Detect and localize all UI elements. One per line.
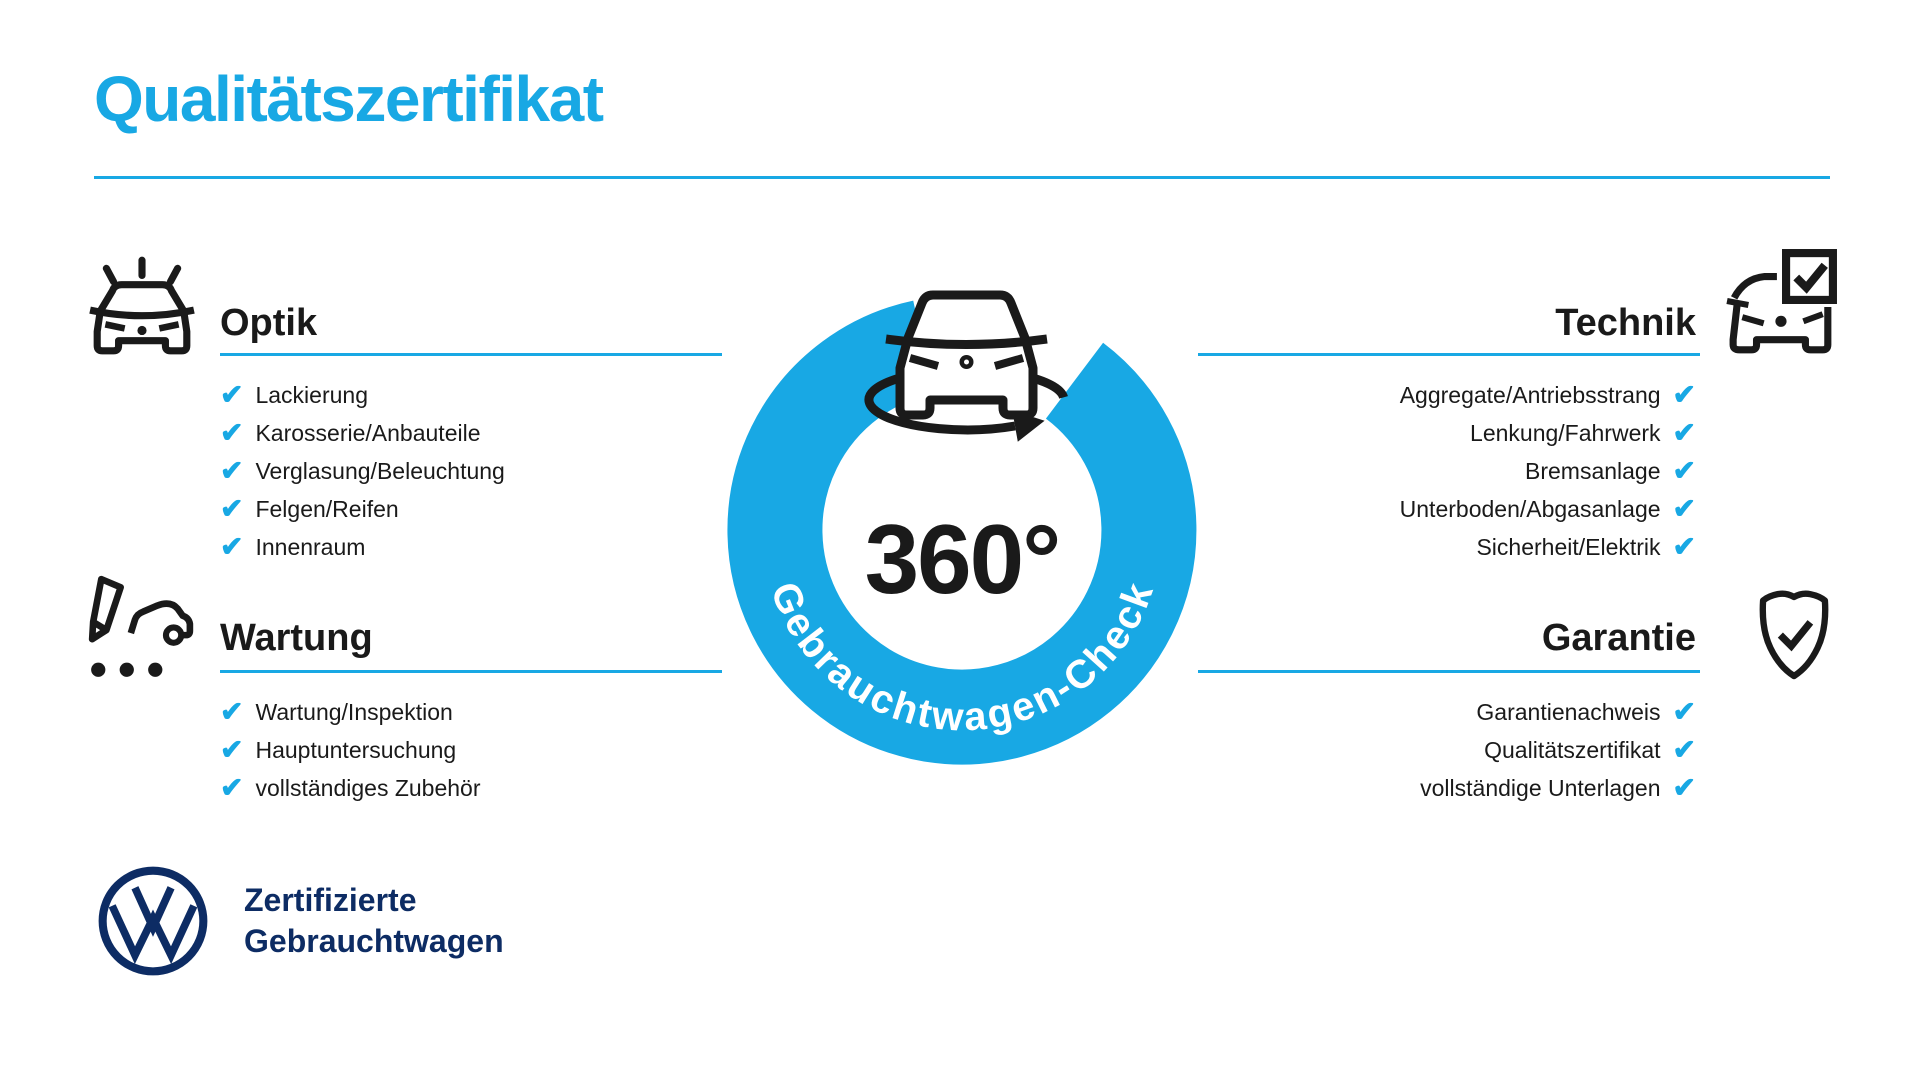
page-title: Qualitätszertifikat [94, 63, 604, 135]
check-item: Garantienachweis ✔ [1420, 695, 1696, 727]
section-rule-optik [220, 353, 722, 356]
check-item: ✔ Verglasung/Beleuchtung [220, 454, 505, 486]
title-divider [94, 176, 1830, 179]
section-rule-wartung [220, 670, 722, 673]
brand-line-1: Zertifizierte [244, 882, 417, 918]
section-heading-optik: Optik [220, 302, 318, 344]
check-icon: ✔ [220, 695, 244, 727]
optik-list: ✔ Lackierung ✔ Karosserie/Anbauteile ✔ V… [220, 378, 505, 573]
check-item: Aggregate/Antriebsstrang ✔ [1399, 378, 1696, 410]
pencil-checklist-car-icon [88, 575, 194, 677]
check-item: ✔ Hauptuntersuchung [220, 733, 481, 765]
section-heading-wartung: Wartung [220, 617, 373, 659]
check-item-label: Wartung/Inspektion [255, 699, 453, 725]
check-item-label: Qualitätszertifikat [1484, 737, 1661, 763]
check-icon: ✔ [220, 454, 244, 486]
check-item: Unterboden/Abgasanlage ✔ [1399, 492, 1696, 524]
check-icon: ✔ [220, 733, 244, 765]
degrees-label: 360° [865, 504, 1060, 614]
check-icon: ✔ [1672, 378, 1696, 410]
wartung-list: ✔ Wartung/Inspektion ✔ Hauptuntersuchung… [220, 695, 481, 814]
check-icon: ✔ [1672, 416, 1696, 448]
check-item-label: Innenraum [255, 534, 366, 560]
check-icon: ✔ [1672, 733, 1696, 765]
check-item: ✔ vollständiges Zubehör [220, 771, 481, 803]
check-icon: ✔ [1672, 695, 1696, 727]
car-checkbox-icon [1726, 249, 1837, 354]
shiny-car-icon [89, 256, 195, 355]
check-item: vollständige Unterlagen ✔ [1420, 771, 1696, 803]
check-item-label: vollständige Unterlagen [1420, 775, 1661, 801]
check-item: ✔ Karosserie/Anbauteile [220, 416, 505, 448]
check-item-label: Verglasung/Beleuchtung [255, 458, 505, 484]
check-item: ✔ Felgen/Reifen [220, 492, 505, 524]
check-item-label: Sicherheit/Elektrik [1476, 534, 1661, 560]
check-item: Lenkung/Fahrwerk ✔ [1400, 416, 1696, 448]
check-item-label: Unterboden/Abgasanlage [1399, 496, 1661, 522]
brand-line-2: Gebrauchtwagen [244, 923, 504, 959]
check-icon: ✔ [220, 530, 244, 562]
section-rule-technik [1198, 353, 1700, 356]
check-item: Bremsanlage ✔ [1400, 454, 1696, 486]
check-item-label: Bremsanlage [1525, 458, 1661, 484]
section-heading-garantie: Garantie [1541, 617, 1696, 659]
vw-logo [98, 866, 208, 976]
garantie-list: Garantienachweis ✔ Qualitätszertifikat ✔… [1420, 695, 1696, 814]
check-item: Sicherheit/Elektrik ✔ [1400, 530, 1696, 562]
rotating-car-icon [885, 290, 1048, 420]
technik-list: Aggregate/Antriebsstrang ✔ Lenkung/Fahrw… [1399, 378, 1696, 573]
check-item: ✔ Lackierung [220, 378, 505, 410]
check-icon: ✔ [1672, 530, 1696, 562]
check-item: ✔ Wartung/Inspektion [220, 695, 481, 727]
check-item-label: Karosserie/Anbauteile [255, 420, 481, 446]
ring-arc [727, 300, 1197, 765]
section-rule-garantie [1198, 670, 1700, 673]
brand-text: Zertifizierte Gebrauchtwagen [244, 880, 504, 962]
check-item-label: vollständiges Zubehör [255, 775, 481, 801]
check-icon: ✔ [1672, 771, 1696, 803]
section-heading-technik: Technik [1555, 302, 1696, 344]
check-item-label: Hauptuntersuchung [255, 737, 457, 763]
check-item-label: Felgen/Reifen [255, 496, 399, 522]
check-icon: ✔ [220, 378, 244, 410]
check-icon: ✔ [220, 771, 244, 803]
check-icon: ✔ [220, 416, 244, 448]
check-item-label: Lenkung/Fahrwerk [1470, 420, 1661, 446]
check-icon: ✔ [1672, 454, 1696, 486]
check-icon: ✔ [220, 492, 244, 524]
check-item: ✔ Innenraum [220, 530, 505, 562]
check-item-label: Aggregate/Antriebsstrang [1399, 382, 1661, 408]
check-item-label: Lackierung [255, 382, 368, 408]
check-item-label: Garantienachweis [1476, 699, 1661, 725]
check-icon: ✔ [1672, 492, 1696, 524]
360-check-badge: Gebrauchtwagen-Check 360° [727, 290, 1197, 765]
shield-check-icon [1759, 590, 1829, 680]
check-item: Qualitätszertifikat ✔ [1420, 733, 1696, 765]
